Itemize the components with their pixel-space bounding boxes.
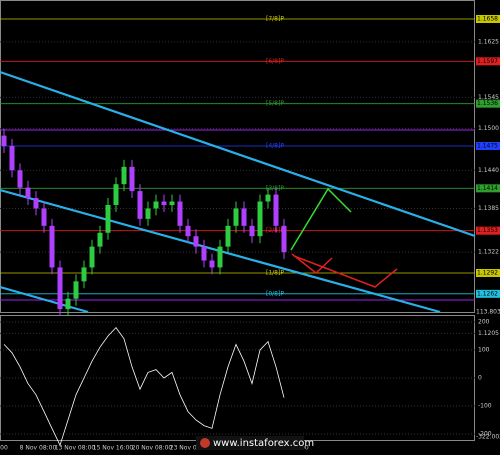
- cci-max-label: 113.8038: [476, 309, 500, 316]
- cci-tick-label: 100: [478, 347, 490, 354]
- axis: 1.1625 1.1545 1.1500 1.1440 1.1385 1.1322 1.12…: [0, 15, 500, 452]
- channel-line: [0, 285, 89, 314]
- candle-body: [1, 135, 7, 147]
- levels: [7/8]P [6/8]P [5/8]P [4/8]P [3/8]P [2/8]P [1/8…: [0, 16, 475, 301]
- candle-body: [97, 232, 103, 247]
- y-tick-label: 1.1205: [478, 330, 499, 337]
- channel-line: [0, 70, 476, 238]
- cci-tick-label: 200: [478, 319, 490, 326]
- candle-body: [33, 198, 39, 209]
- level-name: [3/8]P: [266, 185, 284, 192]
- level-badge: [476, 99, 500, 108]
- level-badge: [476, 226, 500, 235]
- y-tick-label: 1.1440: [478, 167, 499, 174]
- candle-body: [209, 260, 215, 268]
- level-value: 1.1597: [477, 58, 498, 65]
- candle-body: [281, 225, 287, 253]
- candle-body: [185, 225, 191, 237]
- level-name: [6/8]P: [266, 58, 284, 65]
- candle-body: [129, 166, 135, 192]
- candle-body: [161, 201, 167, 205]
- candle-body: [57, 267, 63, 310]
- cci-tick-label: 0: [478, 375, 482, 382]
- arrow-up: [290, 187, 352, 251]
- candle-body: [241, 208, 247, 226]
- y-tick-label: 1.1500: [478, 125, 499, 132]
- watermark-text: www.instaforex.com: [213, 438, 314, 449]
- level-name: [2/8]P: [266, 227, 284, 234]
- x-tick-label: 15 Nov 16:00: [93, 445, 134, 452]
- watermark-bg: [196, 436, 304, 450]
- candle-body: [17, 170, 23, 188]
- candle-body: [89, 246, 95, 268]
- level-name: [5/8]P: [266, 100, 284, 107]
- candle-body: [217, 246, 223, 268]
- candle-body: [273, 194, 279, 226]
- level-badge: [476, 57, 500, 66]
- arrow-down-1: [291, 253, 333, 274]
- level-badge: [476, 289, 500, 298]
- candle-body: [201, 246, 207, 261]
- level-name: [0/8]P: [266, 290, 284, 297]
- x-tick-label: 00: [0, 445, 8, 452]
- y-tick-label: 1.1385: [478, 205, 499, 212]
- candle-body: [145, 208, 151, 219]
- candle-body: [49, 225, 55, 268]
- candle-body: [257, 201, 263, 237]
- candle-body: [65, 298, 71, 310]
- grid: [0, 41, 475, 435]
- candle-body: [169, 201, 175, 205]
- candle-body: [113, 184, 119, 205]
- level-badge: [476, 142, 500, 151]
- level-value: 1.1475: [477, 143, 498, 150]
- candle-body: [25, 187, 31, 199]
- y-tick-label: 1.1322: [478, 249, 499, 256]
- level-name: [7/8]P: [266, 16, 284, 23]
- cci-tick-label: -200: [478, 431, 492, 438]
- candle-body: [81, 267, 87, 282]
- x-tick-label: 8 Nov 08:00: [20, 445, 57, 452]
- level-value: 1.1292: [477, 270, 498, 277]
- price-panel: [0, 0, 475, 313]
- level-name: [4/8]P: [266, 143, 284, 150]
- y-tick-label: 1.1545: [478, 94, 499, 101]
- cci-tick-label: -100: [478, 403, 492, 410]
- watermark-logo: [200, 438, 210, 448]
- candle-body: [225, 225, 231, 247]
- candle-body: [9, 146, 15, 171]
- candle-body: [137, 191, 143, 219]
- level-badge: [476, 184, 500, 193]
- arrow-down-2: [293, 255, 398, 288]
- level-name: [1/8]P: [266, 270, 284, 277]
- level-value: 1.1353: [477, 227, 498, 234]
- candle-body: [105, 204, 111, 233]
- level-badge: [476, 269, 500, 278]
- x-tick-label: 13 Nov 08:00: [55, 445, 96, 452]
- x-tick-label: 20 Nov 08:00: [132, 445, 173, 452]
- level-value: 1.1658: [477, 16, 498, 23]
- level-value: 1.1414: [477, 185, 498, 192]
- candle-body: [41, 208, 47, 226]
- cci-line: [3, 326, 285, 447]
- candle-body: [249, 225, 255, 237]
- candle-body: [193, 236, 199, 247]
- candle-body: [265, 194, 271, 202]
- candle-body: [153, 201, 159, 209]
- forecast-arrows: [290, 187, 398, 288]
- candles: [1, 128, 287, 447]
- candle-body: [233, 208, 239, 226]
- watermark: www.instaforex.com: [196, 436, 314, 450]
- candle-body: [121, 166, 127, 185]
- y-tick-label: 1.1625: [478, 38, 499, 45]
- cci-min-label: -322.0039: [476, 434, 500, 441]
- candle-body: [73, 281, 79, 299]
- x-tick-label: 23 Nov 00:00: [170, 445, 211, 452]
- candle-body: [177, 201, 183, 226]
- level-value: 1.1536: [477, 100, 498, 107]
- level-value: 1.1262: [477, 290, 498, 297]
- level-badge: [476, 15, 500, 23]
